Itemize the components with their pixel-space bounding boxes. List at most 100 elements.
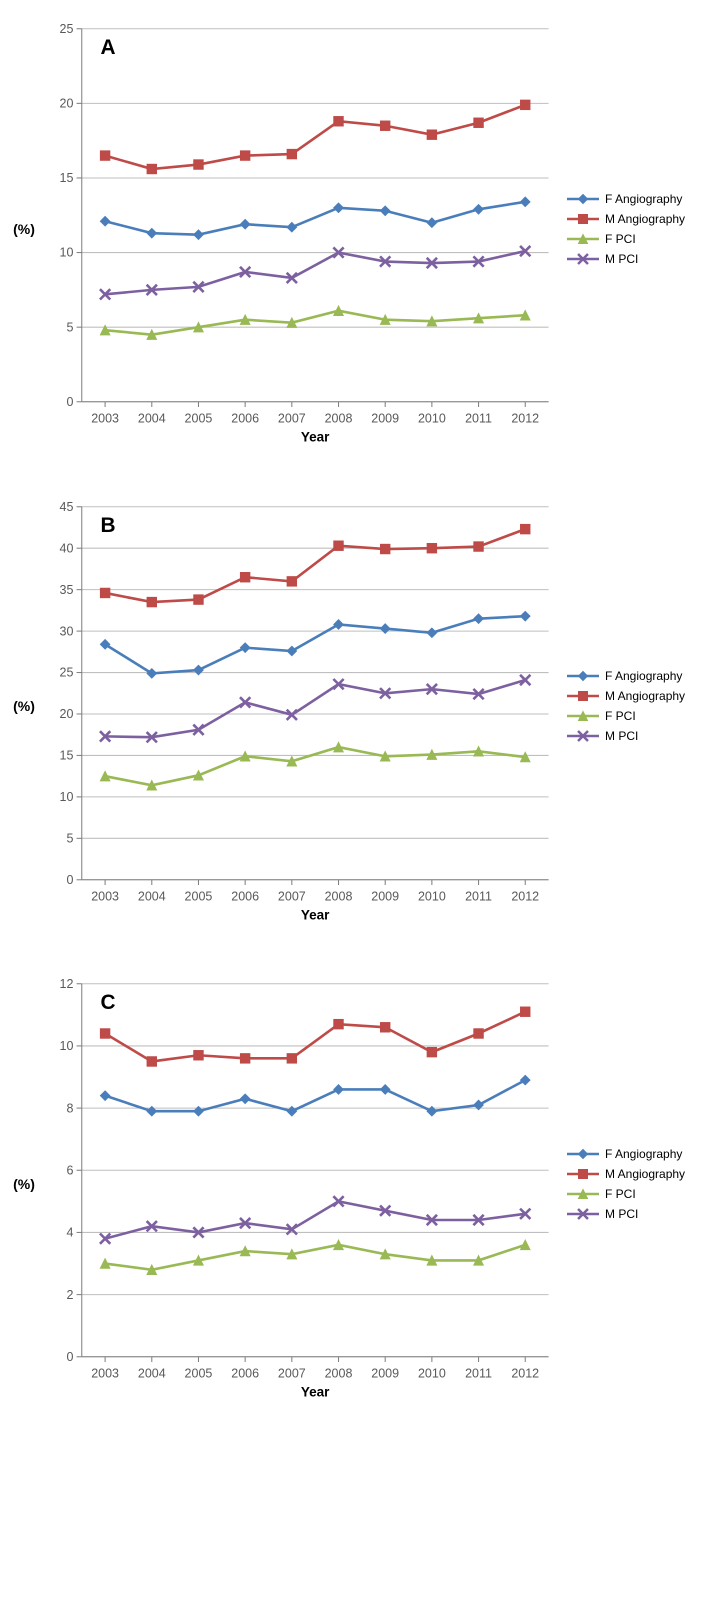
legend-item-m_pci: M PCI (567, 1207, 699, 1221)
xtick-label: 2010 (418, 889, 446, 903)
y-axis-label: (%) (13, 698, 35, 714)
xtick-label: 2006 (231, 412, 259, 426)
legend-item-m_ang: M Angiography (567, 689, 699, 703)
ytick-label: 15 (60, 171, 74, 185)
legend-column: F Angiography M Angiography F PCI M PCI (559, 10, 699, 448)
y-axis-label: (%) (13, 221, 35, 237)
ytick-label: 45 (60, 500, 74, 514)
chart-wrap-A: (%) 051015202520032004200520062007200820… (10, 10, 699, 448)
legend-marker-f_pci (567, 710, 599, 722)
legend-item-f_ang: F Angiography (567, 669, 699, 683)
legend-label-f_ang: F Angiography (605, 669, 682, 683)
legend-label-m_ang: M Angiography (605, 212, 685, 226)
legend-marker-f_ang (567, 670, 599, 682)
xtick-label: 2005 (185, 889, 213, 903)
legend-marker-m_pci (567, 1208, 599, 1220)
legend-label-f_pci: F PCI (605, 1187, 636, 1201)
x-axis-label: Year (301, 907, 330, 922)
legend-item-m_pci: M PCI (567, 729, 699, 743)
panel-letter: B (101, 513, 116, 536)
xtick-label: 2006 (231, 889, 259, 903)
y-axis-label-col: (%) (10, 488, 38, 926)
ytick-label: 30 (60, 624, 74, 638)
legend-label-f_pci: F PCI (605, 232, 636, 246)
xtick-label: 2011 (465, 889, 492, 903)
legend-label-m_pci: M PCI (605, 729, 638, 743)
xtick-label: 2012 (511, 889, 539, 903)
xtick-label: 2004 (138, 889, 166, 903)
legend-marker-m_ang (567, 1168, 599, 1180)
xtick-label: 2009 (371, 412, 399, 426)
xtick-label: 2005 (185, 1367, 213, 1381)
xtick-label: 2004 (138, 412, 166, 426)
xtick-label: 2012 (511, 1367, 539, 1381)
legend-item-f_ang: F Angiography (567, 1147, 699, 1161)
xtick-label: 2003 (91, 1367, 119, 1381)
ytick-label: 10 (60, 246, 74, 260)
chart-panel-C: 0246810122003200420052006200720082009201… (38, 965, 559, 1403)
legend-item-m_ang: M Angiography (567, 212, 699, 226)
ytick-label: 5 (66, 320, 73, 334)
ytick-label: 4 (66, 1226, 73, 1240)
ytick-label: 25 (60, 665, 74, 679)
legend-marker-f_ang (567, 193, 599, 205)
chart-wrap-B: (%) 051015202530354045200320042005200620… (10, 488, 699, 926)
legend-item-f_pci: F PCI (567, 709, 699, 723)
y-axis-label-col: (%) (10, 965, 38, 1403)
xtick-label: 2003 (91, 412, 119, 426)
ytick-label: 8 (66, 1102, 73, 1116)
ytick-label: 12 (60, 977, 74, 991)
legend-item-m_ang: M Angiography (567, 1167, 699, 1181)
ytick-label: 20 (60, 97, 74, 111)
xtick-label: 2011 (465, 1367, 492, 1381)
legend-label-m_ang: M Angiography (605, 1167, 685, 1181)
legend-column: F Angiography M Angiography F PCI M PCI (559, 488, 699, 926)
ytick-label: 0 (66, 1350, 73, 1364)
ytick-label: 2 (66, 1288, 73, 1302)
legend-label-f_pci: F PCI (605, 709, 636, 723)
y-axis-label-col: (%) (10, 10, 38, 448)
x-axis-label: Year (301, 1385, 330, 1400)
xtick-label: 2007 (278, 1367, 306, 1381)
panel-letter: A (101, 36, 116, 59)
legend-marker-m_pci (567, 730, 599, 742)
legend-marker-f_pci (567, 233, 599, 245)
legend-label-f_ang: F Angiography (605, 192, 682, 206)
xtick-label: 2005 (185, 412, 213, 426)
legend-label-m_pci: M PCI (605, 252, 638, 266)
legend-marker-m_pci (567, 253, 599, 265)
xtick-label: 2008 (325, 412, 353, 426)
ytick-label: 6 (66, 1164, 73, 1178)
ytick-label: 0 (66, 395, 73, 409)
chart-panel-A: 0510152025200320042005200620072008200920… (38, 10, 559, 448)
xtick-label: 2008 (325, 1367, 353, 1381)
legend-column: F Angiography M Angiography F PCI M PCI (559, 965, 699, 1403)
ytick-label: 10 (60, 1039, 74, 1053)
ytick-label: 0 (66, 873, 73, 887)
ytick-label: 35 (60, 582, 74, 596)
legend-item-f_ang: F Angiography (567, 192, 699, 206)
ytick-label: 5 (66, 831, 73, 845)
legend-marker-f_pci (567, 1188, 599, 1200)
ytick-label: 10 (60, 790, 74, 804)
legend-label-f_ang: F Angiography (605, 1147, 682, 1161)
plot-column: 0510152025200320042005200620072008200920… (38, 10, 559, 448)
xtick-label: 2007 (278, 412, 306, 426)
ytick-label: 40 (60, 541, 74, 555)
charts-container: (%) 051015202520032004200520062007200820… (10, 10, 699, 1403)
xtick-label: 2008 (325, 889, 353, 903)
chart-wrap-C: (%) 024681012200320042005200620072008200… (10, 965, 699, 1403)
xtick-label: 2003 (91, 889, 119, 903)
xtick-label: 2012 (511, 412, 539, 426)
y-axis-label: (%) (13, 1176, 35, 1192)
panel-letter: C (101, 991, 116, 1014)
legend-label-m_pci: M PCI (605, 1207, 638, 1221)
xtick-label: 2010 (418, 1367, 446, 1381)
ytick-label: 20 (60, 707, 74, 721)
legend-item-f_pci: F PCI (567, 1187, 699, 1201)
legend-item-m_pci: M PCI (567, 252, 699, 266)
xtick-label: 2004 (138, 1367, 166, 1381)
xtick-label: 2010 (418, 412, 446, 426)
chart-panel-B: 0510152025303540452003200420052006200720… (38, 488, 559, 926)
legend-marker-m_ang (567, 213, 599, 225)
